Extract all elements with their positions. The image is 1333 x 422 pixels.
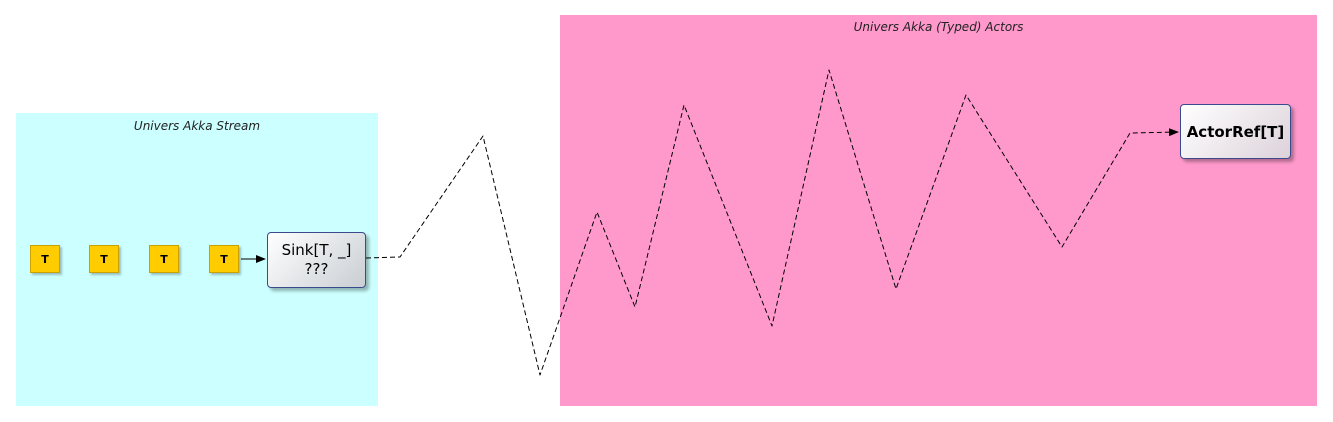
actorref-label: ActorRef[T] (1186, 122, 1285, 141)
sink-unknown-label: ??? (304, 260, 329, 278)
stream-element-token: T (149, 245, 179, 273)
sink-type-label: Sink[T, _] (281, 241, 352, 259)
sink-node: Sink[T, _] ??? (267, 232, 366, 288)
stream-element-token: T (209, 245, 239, 273)
akka-stream-region-title: Univers Akka Stream (133, 119, 261, 133)
akka-actors-region-title: Univers Akka (Typed) Actors (853, 20, 1024, 34)
actorref-node: ActorRef[T] (1180, 104, 1291, 159)
akka-actors-region: Univers Akka (Typed) Actors (560, 15, 1317, 406)
stream-element-token: T (30, 245, 60, 273)
stream-element-token: T (89, 245, 119, 273)
